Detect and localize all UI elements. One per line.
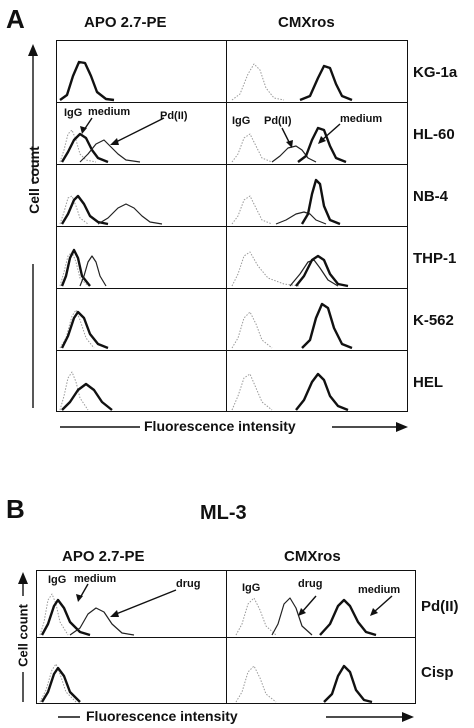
hist-nb4-apo-pd — [97, 203, 163, 225]
hist-b-pd-apo-drug — [69, 607, 135, 636]
arrow-hl60-right-medium — [321, 123, 341, 141]
panel-b-x-axis-label: Fluorescence intensity — [86, 708, 238, 724]
hist-kg1a-cmx-igg — [231, 63, 285, 101]
panel-a-col-title-cmxros: CMXros — [278, 14, 335, 31]
panel-a-row-label-k562: K-562 — [413, 312, 454, 329]
panel-b-ann-left-igg: IgG — [48, 574, 67, 586]
hist-hel-apo-igg — [59, 371, 89, 411]
hist-b-pd-cmx-igg — [235, 597, 277, 636]
hist-hl60-cmx-igg — [231, 133, 273, 163]
hist-hl60-cmx-pd — [271, 145, 317, 163]
hist-b-pd-cmx-drug — [271, 597, 313, 636]
hist-hel-apo-medium — [61, 382, 113, 411]
arrow-b-left-drug — [115, 589, 177, 615]
panel-a-y-axis-arrow — [28, 44, 38, 408]
hist-hel-cmx-igg — [231, 373, 273, 411]
panel-a-row-divider-1 — [56, 102, 408, 103]
panel-a-row-label-thp1: THP-1 — [413, 250, 457, 267]
panel-b-ann-right-igg: IgG — [242, 582, 261, 594]
panel-a-row-label-hl60: HL-60 — [413, 126, 455, 143]
panel-a-ann-left-medium: medium — [88, 106, 131, 118]
hist-kg1a-cmx-medium — [299, 64, 353, 102]
panel-a-row-divider-5 — [56, 350, 408, 351]
panel-a-x-axis-label: Fluorescence intensity — [144, 418, 296, 434]
panel-a-col-title-apo: APO 2.7-PE — [84, 14, 167, 31]
hist-nb4-apo-igg — [59, 195, 89, 225]
panel-b-ann-right-medium: medium — [358, 584, 401, 596]
hist-hl60-apo-medium — [60, 132, 109, 164]
panel-a-x-axis-arrow — [60, 422, 408, 432]
panel-a-ann-left-igg: IgG — [64, 107, 83, 119]
hist-kg1a-apo-medium — [59, 60, 115, 102]
hist-thp1-cmx-medium — [295, 254, 349, 288]
hist-thp1-apo-medium — [60, 248, 91, 287]
arrow-b-right-medium — [373, 595, 393, 613]
hist-hl60-cmx-medium — [297, 126, 347, 164]
panel-a-row-divider-4 — [56, 288, 408, 289]
hist-b-cisp-apo-igg — [39, 663, 77, 703]
panel-b-x-axis-arrow — [58, 712, 414, 722]
hist-b-pd-apo-medium — [40, 598, 91, 637]
hist-nb4-cmx-igg — [231, 195, 273, 225]
hist-k562-apo-medium — [60, 310, 109, 350]
hist-b-cisp-cmx-igg — [235, 665, 277, 703]
panel-b-y-axis-arrow — [18, 572, 28, 702]
panel-a-ann-right-medium: medium — [340, 113, 383, 125]
hist-nb4-cmx-pd — [275, 211, 327, 225]
hist-hel-cmx-medium — [295, 372, 349, 412]
panel-b-ann-right-drug: drug — [298, 578, 323, 590]
panel-b-col-title-apo: APO 2.7-PE — [62, 548, 145, 565]
panel-a-row-label-kg1a: KG-1a — [413, 64, 458, 81]
hist-b-cisp-apo-medium — [40, 666, 81, 703]
panel-b-row-divider — [36, 637, 416, 638]
panel-a-ann-right-igg: IgG — [232, 115, 251, 127]
panel-a-row-divider-2 — [56, 164, 408, 165]
panel-b-row-label-cisp: Cisp — [421, 664, 454, 681]
panel-a-letter: A — [6, 4, 25, 34]
panel-a-row-label-hel: HEL — [413, 374, 443, 391]
hist-hl60-apo-igg — [59, 129, 97, 163]
hist-b-pd-cmx-medium — [319, 598, 377, 637]
arrow-hl60-left-pd — [115, 117, 165, 143]
hist-nb4-apo-medium — [60, 194, 109, 226]
hist-nb4-cmx-medium — [300, 178, 341, 226]
panel-b-row-label-pd: Pd(II) — [421, 598, 459, 615]
panel-b-letter: B — [6, 494, 25, 524]
hist-hl60-apo-pd — [79, 139, 141, 163]
panel-a-row-divider-3 — [56, 226, 408, 227]
panel-b-ann-left-drug: drug — [176, 578, 201, 590]
hist-thp1-apo-pd — [79, 255, 107, 287]
hist-k562-cmx-medium — [301, 302, 353, 350]
arrow-b-right-drug — [301, 595, 317, 613]
panel-a-row-label-nb4: NB-4 — [413, 188, 449, 205]
hist-b-cisp-cmx-medium — [323, 664, 373, 704]
panel-b-ann-left-medium: medium — [74, 573, 117, 585]
panel-b-col-title-cmxros: CMXros — [284, 548, 341, 565]
panel-a-ann-left-pd: Pd(II) — [160, 110, 188, 122]
panel-a-ann-right-pd: Pd(II) — [264, 115, 292, 127]
panel-b-title: ML-3 — [200, 502, 247, 524]
hist-b-pd-apo-igg — [39, 593, 69, 636]
